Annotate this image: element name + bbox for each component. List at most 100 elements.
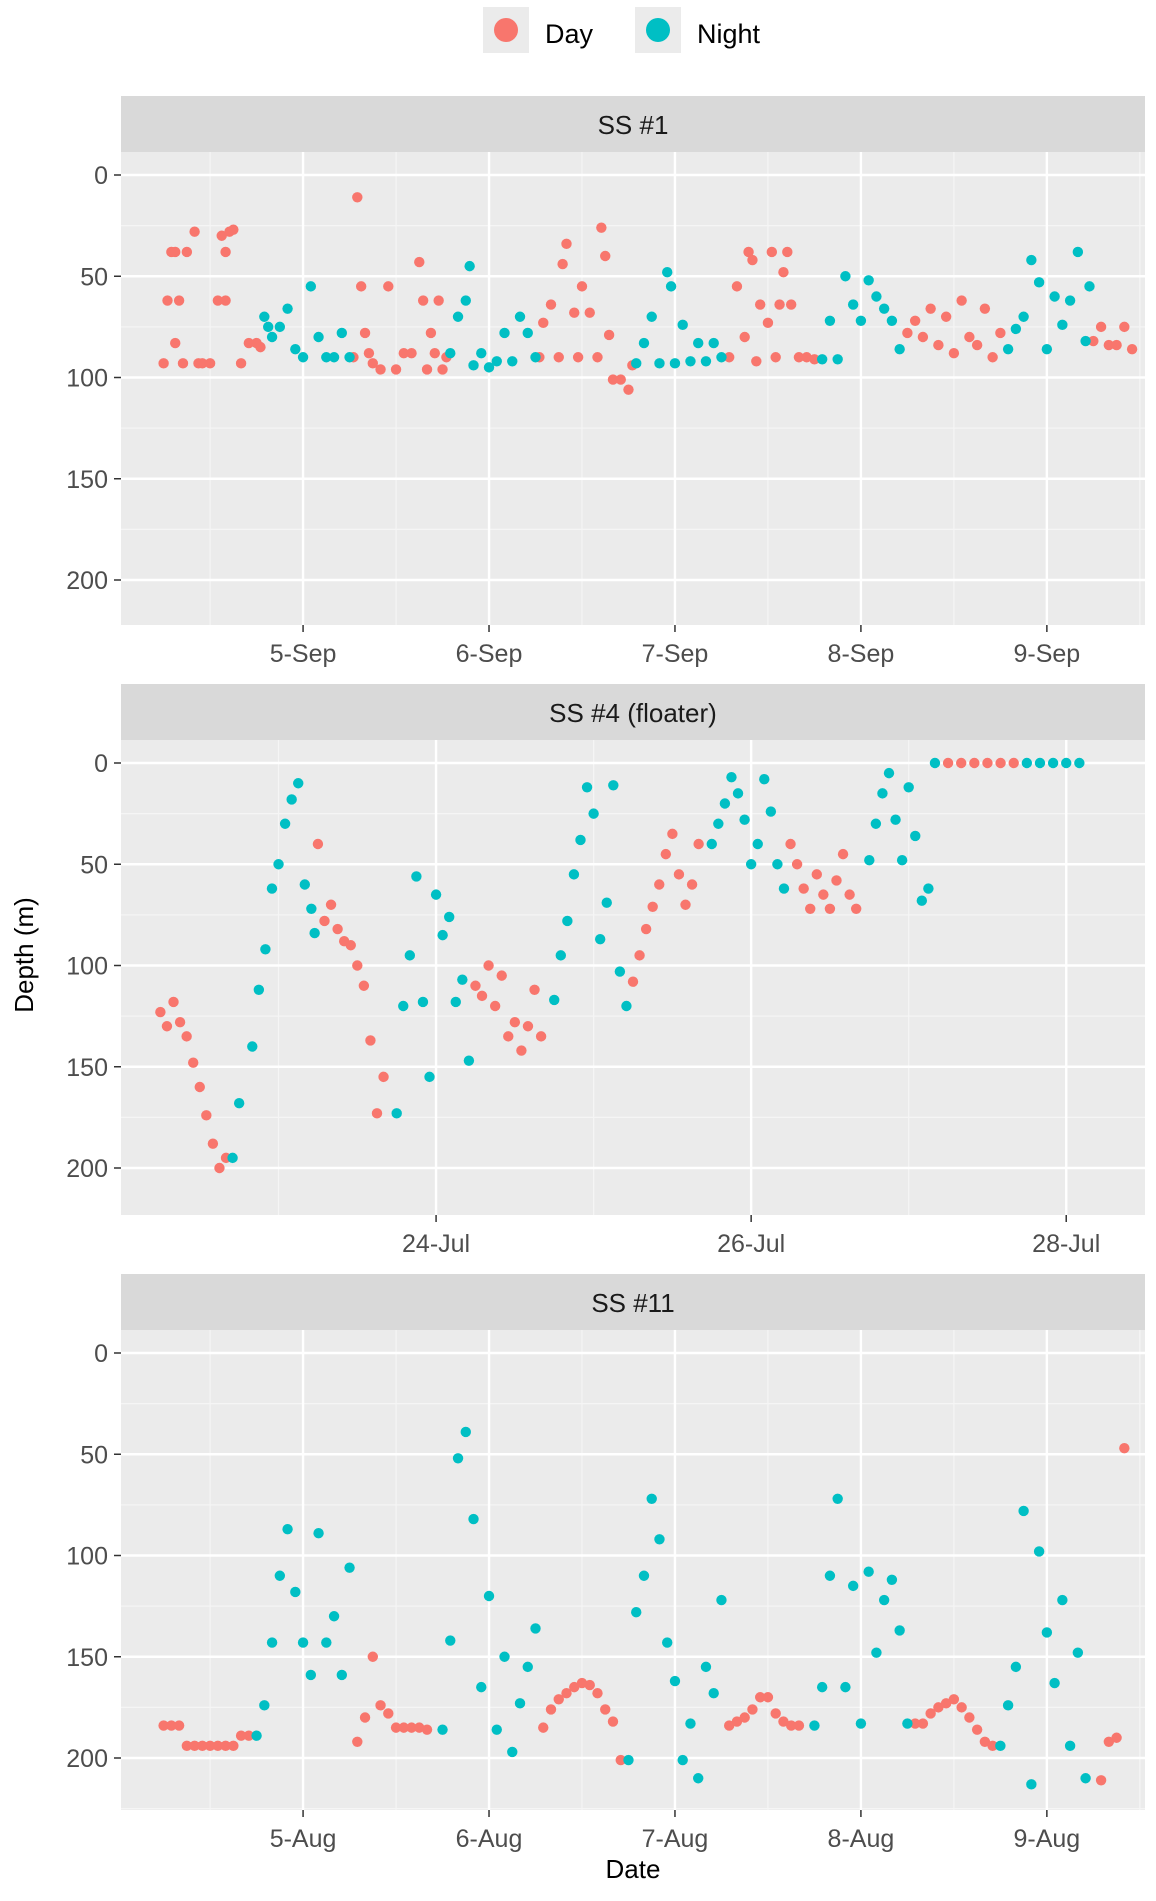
data-point-night bbox=[1072, 1647, 1084, 1658]
data-point-day bbox=[345, 940, 356, 951]
data-point-night bbox=[233, 1098, 245, 1109]
data-point-night bbox=[297, 1637, 309, 1648]
data-point-day bbox=[417, 295, 429, 306]
data-point-day bbox=[634, 950, 645, 961]
data-point-day bbox=[785, 299, 797, 310]
data-point-night bbox=[693, 337, 704, 349]
data-point-night bbox=[638, 1570, 650, 1581]
data-point-night bbox=[677, 1754, 688, 1766]
gridlines-ss1 bbox=[121, 152, 1145, 625]
data-point-night bbox=[1033, 1546, 1045, 1557]
data-point-day bbox=[352, 192, 363, 203]
data-point-night bbox=[923, 883, 934, 894]
data-point-night bbox=[328, 352, 340, 363]
data-point-night bbox=[568, 869, 580, 880]
data-point-day bbox=[770, 352, 781, 363]
data-point-night bbox=[824, 1570, 836, 1581]
data-point-day bbox=[933, 1702, 944, 1713]
data-point-night bbox=[1049, 1677, 1060, 1689]
data-point-night bbox=[1047, 757, 1059, 769]
data-point-night bbox=[430, 889, 442, 900]
x-axis-ss4: 24-Jul 26-Jul 28-Jul bbox=[402, 1215, 1100, 1258]
data-point-day bbox=[782, 246, 793, 258]
data-point-day bbox=[1088, 335, 1099, 347]
data-point-night bbox=[1080, 335, 1091, 347]
data-point-day bbox=[367, 1651, 379, 1662]
data-point-night bbox=[654, 1534, 665, 1545]
data-point-night bbox=[297, 352, 309, 363]
data-point-night bbox=[483, 362, 495, 373]
data-point-day bbox=[204, 358, 216, 369]
data-point-night bbox=[847, 1580, 859, 1592]
data-point-day bbox=[561, 238, 572, 250]
data-point-day bbox=[731, 281, 743, 292]
data-point-night bbox=[1057, 1594, 1068, 1606]
data-point-night bbox=[646, 1493, 657, 1505]
data-point-day bbox=[964, 331, 975, 343]
data-point-day bbox=[421, 364, 433, 375]
data-point-day bbox=[181, 1740, 193, 1752]
data-point-night bbox=[713, 818, 724, 829]
x-axis-title: Date bbox=[606, 1854, 661, 1884]
data-point-day bbox=[995, 757, 1006, 769]
data-point-day bbox=[805, 903, 816, 914]
data-point-day bbox=[654, 879, 665, 890]
data-point-day bbox=[615, 374, 626, 385]
data-point-day bbox=[194, 1081, 205, 1093]
data-point-night bbox=[685, 1718, 696, 1729]
data-point-night bbox=[832, 354, 843, 365]
data-point-day bbox=[425, 327, 437, 339]
data-point-day bbox=[754, 1692, 766, 1703]
data-point-day bbox=[470, 980, 481, 991]
legend-label-night: Night bbox=[697, 19, 761, 49]
data-point-day bbox=[173, 295, 185, 306]
data-point-night bbox=[463, 1055, 475, 1066]
y-tick-label: 0 bbox=[94, 162, 108, 190]
data-point-night bbox=[631, 358, 642, 369]
data-point-day bbox=[850, 903, 862, 914]
data-point-night bbox=[336, 1669, 348, 1681]
data-point-day bbox=[162, 295, 173, 306]
data-point-day bbox=[739, 1712, 750, 1723]
data-point-night bbox=[708, 1688, 719, 1699]
data-point-night bbox=[638, 337, 650, 349]
data-point-day bbox=[793, 1720, 805, 1731]
data-point-night bbox=[290, 343, 301, 355]
data-point-day bbox=[201, 1110, 212, 1121]
data-point-day bbox=[979, 1736, 991, 1748]
data-point-day bbox=[483, 960, 494, 971]
data-point-night bbox=[665, 281, 677, 292]
data-point-day bbox=[766, 246, 778, 258]
data-point-day bbox=[1103, 339, 1115, 351]
data-point-night bbox=[1033, 277, 1045, 288]
data-point-night bbox=[452, 1453, 464, 1464]
data-point-day bbox=[398, 1722, 409, 1733]
data-point-day bbox=[553, 1694, 564, 1705]
data-point-night bbox=[445, 1635, 456, 1646]
data-point-night bbox=[896, 855, 908, 866]
data-point-day bbox=[724, 1720, 735, 1731]
data-point-night bbox=[1010, 323, 1022, 335]
data-point-day bbox=[212, 1740, 224, 1752]
data-point-day bbox=[355, 281, 367, 292]
data-point-day bbox=[686, 879, 698, 890]
data-point-night bbox=[227, 1152, 238, 1164]
data-point-night bbox=[499, 1651, 510, 1662]
data-point-night bbox=[491, 356, 502, 367]
data-point-night bbox=[305, 281, 317, 292]
data-point-night bbox=[279, 818, 291, 829]
data-point-day bbox=[170, 246, 181, 258]
data-point-day bbox=[600, 1704, 611, 1715]
data-point-day bbox=[917, 1718, 929, 1729]
data-point-day bbox=[824, 903, 836, 914]
data-point-night bbox=[631, 1607, 642, 1618]
data-point-day bbox=[680, 899, 691, 910]
legend-marker-day bbox=[494, 18, 518, 42]
data-point-night bbox=[745, 859, 757, 870]
data-point-day bbox=[673, 869, 685, 880]
data-point-day bbox=[942, 757, 954, 769]
data-point-night bbox=[522, 327, 533, 339]
data-point-day bbox=[1119, 321, 1130, 333]
data-point-day bbox=[181, 246, 193, 258]
